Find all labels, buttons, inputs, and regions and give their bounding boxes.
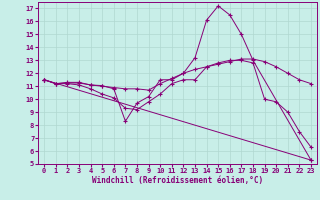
X-axis label: Windchill (Refroidissement éolien,°C): Windchill (Refroidissement éolien,°C) bbox=[92, 176, 263, 185]
